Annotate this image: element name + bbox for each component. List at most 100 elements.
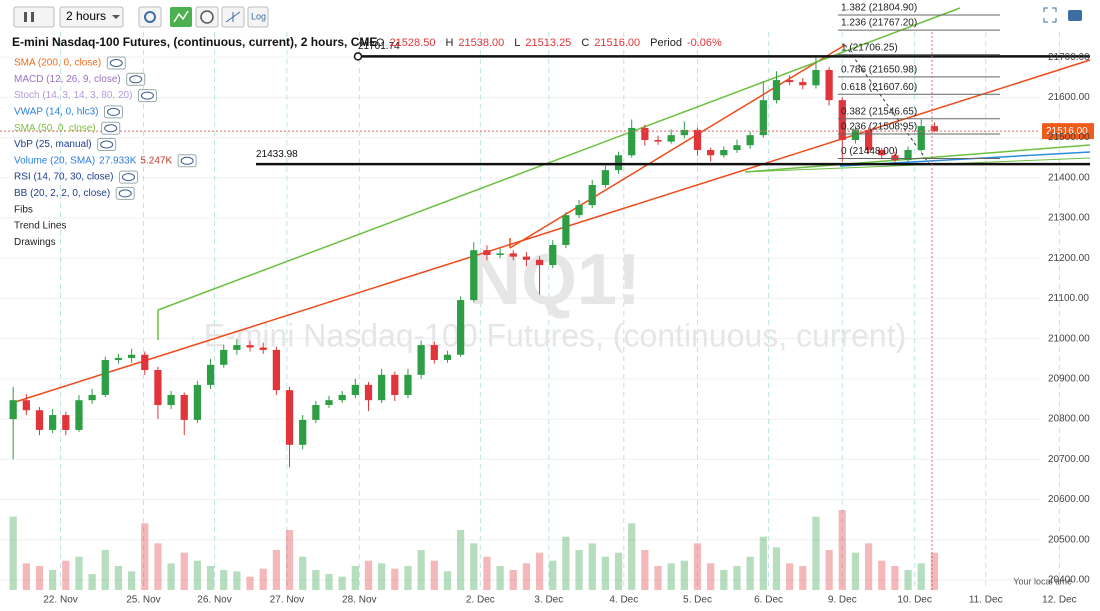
candle-body [720, 150, 728, 156]
candle-body [654, 139, 662, 142]
eye-icon [118, 189, 132, 198]
volume-bar [864, 543, 873, 590]
chart-title: E-mini Nasdaq-100 Futures, (continuous, … [12, 35, 377, 49]
candle-body [812, 70, 820, 86]
volume-bar [535, 552, 544, 590]
volume-bar [220, 570, 228, 590]
candle-body [351, 384, 359, 395]
ohlc-value: 21528.50 [390, 37, 436, 49]
volume-bar [680, 560, 688, 590]
toolbar: 2 hours Log [13, 6, 1082, 28]
ohlc-value: 21513.25 [525, 37, 571, 49]
eye-icon [104, 124, 118, 133]
volume-bar [364, 560, 373, 590]
visibility-toggle[interactable] [137, 89, 157, 103]
camera-button[interactable] [1068, 10, 1082, 21]
volume-bar [917, 563, 925, 590]
fullscreen-button[interactable] [1043, 7, 1057, 23]
y-tick-label: 21300.00 [1048, 213, 1090, 224]
volume-bar [641, 550, 649, 590]
fib-label: 0.786 (21650.98) [841, 64, 917, 75]
candle-body [233, 345, 241, 350]
level-label: 21701.74 [358, 41, 400, 52]
visibility-toggle[interactable] [126, 72, 146, 86]
x-tick-label: 6. Dec [754, 595, 783, 606]
settings-button[interactable] [138, 6, 162, 28]
volume-bar [22, 563, 30, 590]
candle-body [930, 126, 939, 132]
y-tick-label: 21600.00 [1048, 92, 1090, 103]
candle-body [325, 400, 333, 406]
eye-icon [180, 156, 194, 165]
fib-label: 0.382 (21546.65) [841, 106, 917, 117]
ohlc-value: 21516.00 [594, 37, 640, 49]
visibility-toggle[interactable] [101, 121, 121, 135]
candle-body [114, 357, 123, 360]
candle-body [364, 384, 373, 401]
candle-body [851, 129, 860, 140]
candle-body [496, 253, 504, 255]
candle-body [206, 364, 215, 385]
candle-body [180, 394, 188, 420]
y-tick-label: 21700.00 [1048, 52, 1090, 63]
volume-bar [693, 543, 702, 590]
y-tick-label: 20800.00 [1048, 414, 1090, 425]
volume-bar [628, 523, 636, 590]
ohlc-key: O [376, 37, 385, 49]
visibility-toggle[interactable] [103, 105, 123, 119]
visibility-toggle[interactable] [106, 56, 126, 70]
indicator-name: BB (20, 2, 2, 0, close) [14, 188, 110, 199]
volume-bar [391, 568, 399, 590]
y-tick-label: 21500.00 [1048, 132, 1090, 143]
volume-bar [720, 570, 728, 590]
volume-bar [141, 523, 149, 590]
candle-body [575, 205, 583, 216]
candle-body [167, 394, 175, 406]
log-button[interactable] [247, 6, 269, 28]
volume-bar [75, 556, 83, 590]
volume-bar [154, 543, 162, 590]
visibility-toggle[interactable] [97, 138, 117, 151]
indicator-name: VWAP (14, 0, hlc3) [14, 107, 98, 118]
x-tick-label: 4. Dec [609, 595, 638, 606]
visibility-toggle[interactable] [115, 186, 135, 200]
candle-body [641, 127, 649, 140]
interval-select[interactable] [59, 6, 124, 28]
visibility-toggle[interactable] [177, 154, 197, 168]
x-tick-label: 11. Dec [969, 595, 1003, 606]
ohlc-key: C [581, 37, 589, 49]
candle-body [680, 129, 688, 136]
volume-bar [193, 560, 202, 590]
volume-bar [272, 550, 280, 590]
volume-bar [812, 516, 820, 590]
y-tick-label: 20700.00 [1048, 454, 1090, 465]
watermark-name: E-mini Nasdaq-100 Futures, (continuous, … [204, 317, 907, 353]
volume-bar [878, 560, 886, 590]
candle-body [522, 256, 531, 260]
volume-bar [325, 574, 333, 590]
candle-body [9, 400, 17, 420]
interval: 2 hours [66, 9, 106, 23]
candle-body [88, 394, 96, 401]
price-tag-label: 21516.00 [1046, 126, 1088, 137]
volume-bar [101, 550, 109, 590]
candle-body [391, 374, 399, 395]
volume-bar [430, 560, 438, 590]
annotations: 21701.74 21433.98 1.382 (21804.90) 1.236 (2… [0, 3, 1094, 590]
clock-button[interactable] [195, 6, 219, 28]
y-tick-label: 21100.00 [1048, 293, 1089, 304]
indicator-name: Trend Lines [14, 221, 66, 232]
y-tick-label: 20900.00 [1048, 374, 1090, 385]
volume-bar [417, 550, 425, 590]
candle-body [456, 300, 465, 355]
visibility-toggle[interactable] [119, 170, 138, 184]
volume-bar [404, 566, 412, 590]
x-tick-label: 12. Dec [1042, 595, 1076, 606]
candle-body [549, 244, 557, 266]
candle-body [628, 127, 636, 156]
volume-bar [522, 563, 531, 590]
volume-bar [299, 556, 307, 590]
x-tick-label: 10. Dec [897, 595, 931, 606]
volume-bar [114, 566, 123, 590]
